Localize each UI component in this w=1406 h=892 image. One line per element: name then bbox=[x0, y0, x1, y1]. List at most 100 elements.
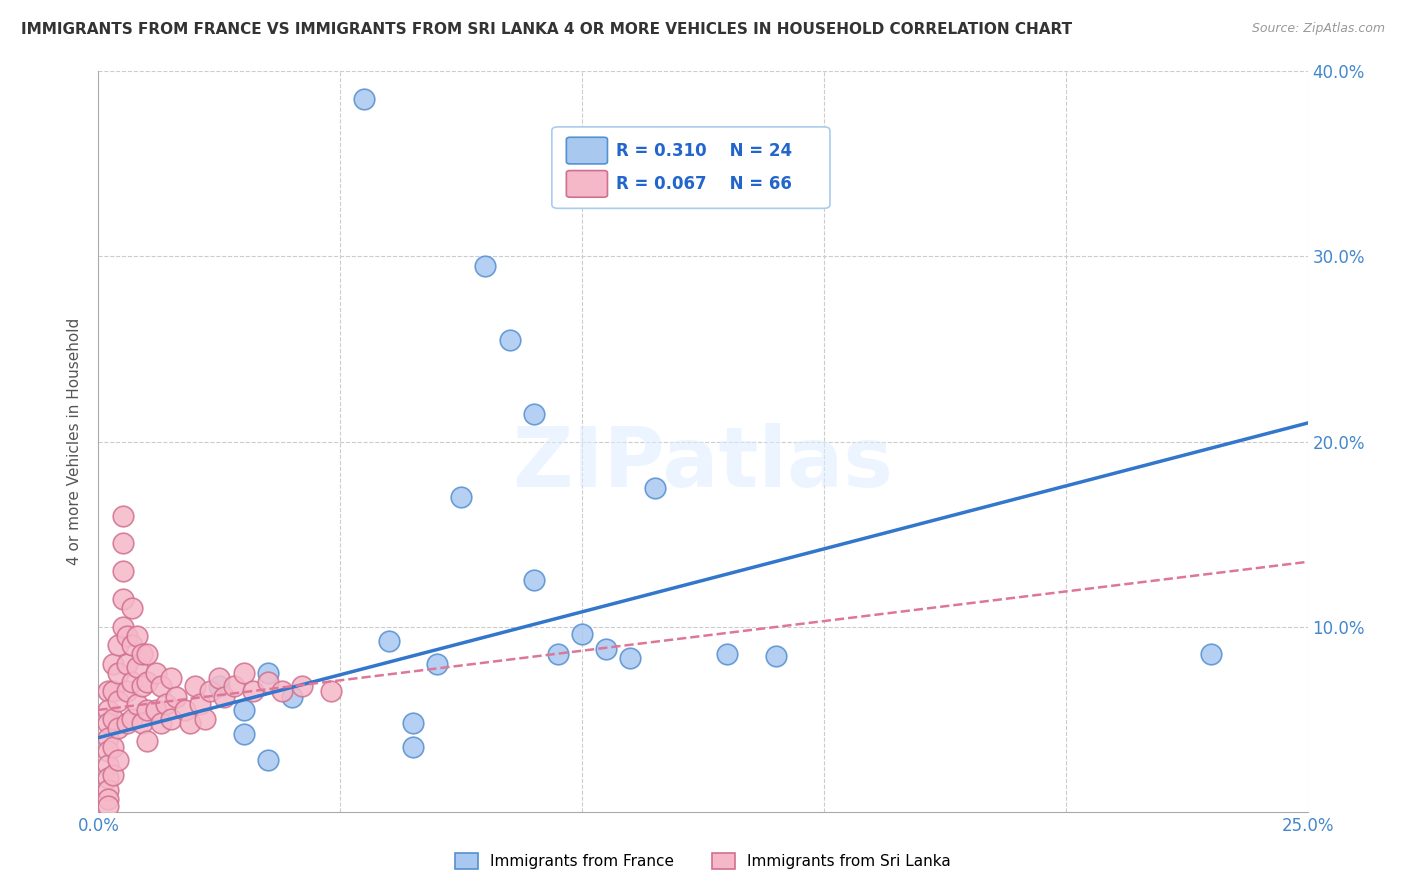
Point bbox=[256, 675, 278, 690]
Point bbox=[271, 684, 294, 698]
Point bbox=[97, 772, 120, 786]
Point bbox=[97, 799, 120, 814]
Y-axis label: 4 or more Vehicles in Household: 4 or more Vehicles in Household bbox=[67, 318, 83, 566]
Point bbox=[208, 672, 231, 686]
Point bbox=[97, 731, 120, 745]
Point bbox=[319, 684, 342, 698]
Point bbox=[101, 767, 124, 781]
Point bbox=[353, 92, 375, 106]
FancyBboxPatch shape bbox=[567, 170, 607, 197]
Point bbox=[135, 734, 157, 748]
Point bbox=[184, 679, 207, 693]
Point bbox=[644, 481, 666, 495]
Text: R = 0.310    N = 24: R = 0.310 N = 24 bbox=[616, 142, 792, 160]
Point bbox=[121, 675, 143, 690]
Point bbox=[547, 648, 569, 662]
Point bbox=[107, 665, 129, 680]
Point bbox=[498, 333, 520, 347]
Point bbox=[619, 651, 641, 665]
Legend: Immigrants from France, Immigrants from Sri Lanka: Immigrants from France, Immigrants from … bbox=[449, 847, 957, 875]
Point bbox=[212, 690, 235, 704]
Point bbox=[131, 715, 153, 730]
Text: ZIPatlas: ZIPatlas bbox=[513, 423, 893, 504]
Point bbox=[101, 712, 124, 726]
Point bbox=[155, 698, 177, 712]
Point bbox=[111, 591, 134, 606]
Point bbox=[121, 638, 143, 652]
Point bbox=[198, 684, 221, 698]
Point bbox=[716, 648, 738, 662]
Point bbox=[523, 574, 546, 588]
Point bbox=[160, 672, 183, 686]
Point bbox=[571, 627, 593, 641]
Point bbox=[194, 712, 217, 726]
Point bbox=[107, 694, 129, 708]
Point bbox=[117, 657, 139, 671]
Point bbox=[256, 665, 278, 680]
Text: IMMIGRANTS FROM FRANCE VS IMMIGRANTS FROM SRI LANKA 4 OR MORE VEHICLES IN HOUSEH: IMMIGRANTS FROM FRANCE VS IMMIGRANTS FRO… bbox=[21, 22, 1073, 37]
Point bbox=[97, 758, 120, 772]
Point bbox=[97, 744, 120, 758]
Point bbox=[117, 684, 139, 698]
Point bbox=[160, 712, 183, 726]
Point bbox=[765, 649, 787, 664]
Point bbox=[281, 690, 304, 704]
Point bbox=[208, 679, 231, 693]
Point bbox=[127, 698, 149, 712]
Point bbox=[101, 657, 124, 671]
Point bbox=[188, 698, 211, 712]
Point bbox=[426, 657, 449, 671]
Point bbox=[402, 715, 425, 730]
Point bbox=[107, 753, 129, 767]
Point bbox=[101, 739, 124, 754]
Point bbox=[222, 679, 245, 693]
Point bbox=[1199, 648, 1222, 662]
Point bbox=[256, 753, 278, 767]
Point bbox=[474, 259, 496, 273]
Point bbox=[121, 712, 143, 726]
Point bbox=[111, 508, 134, 523]
Point bbox=[131, 648, 153, 662]
Point bbox=[595, 641, 617, 656]
Point bbox=[523, 407, 546, 421]
Point bbox=[97, 791, 120, 805]
Point bbox=[232, 665, 254, 680]
Point bbox=[97, 782, 120, 797]
Point bbox=[165, 690, 187, 704]
Point bbox=[111, 564, 134, 578]
Point bbox=[242, 684, 264, 698]
Point bbox=[150, 679, 173, 693]
Point bbox=[135, 703, 157, 717]
Point bbox=[107, 722, 129, 736]
Point bbox=[107, 638, 129, 652]
Text: R = 0.067    N = 66: R = 0.067 N = 66 bbox=[616, 175, 792, 193]
Point bbox=[97, 703, 120, 717]
Point bbox=[127, 629, 149, 643]
Point bbox=[135, 675, 157, 690]
Point bbox=[127, 660, 149, 674]
Point bbox=[121, 601, 143, 615]
Point bbox=[135, 648, 157, 662]
Point bbox=[111, 619, 134, 633]
FancyBboxPatch shape bbox=[551, 127, 830, 209]
Point bbox=[174, 703, 197, 717]
Point bbox=[377, 634, 399, 648]
Point bbox=[450, 490, 472, 504]
Point bbox=[232, 703, 254, 717]
Point bbox=[145, 703, 167, 717]
Point bbox=[145, 665, 167, 680]
Point bbox=[150, 715, 173, 730]
Point bbox=[117, 629, 139, 643]
Point bbox=[402, 739, 425, 754]
Point bbox=[290, 679, 312, 693]
Point bbox=[111, 536, 134, 550]
Point bbox=[101, 684, 124, 698]
Point bbox=[97, 715, 120, 730]
Point bbox=[232, 727, 254, 741]
Point bbox=[97, 684, 120, 698]
Point bbox=[179, 715, 201, 730]
FancyBboxPatch shape bbox=[567, 137, 607, 164]
Point bbox=[131, 679, 153, 693]
Point bbox=[117, 715, 139, 730]
Text: Source: ZipAtlas.com: Source: ZipAtlas.com bbox=[1251, 22, 1385, 36]
